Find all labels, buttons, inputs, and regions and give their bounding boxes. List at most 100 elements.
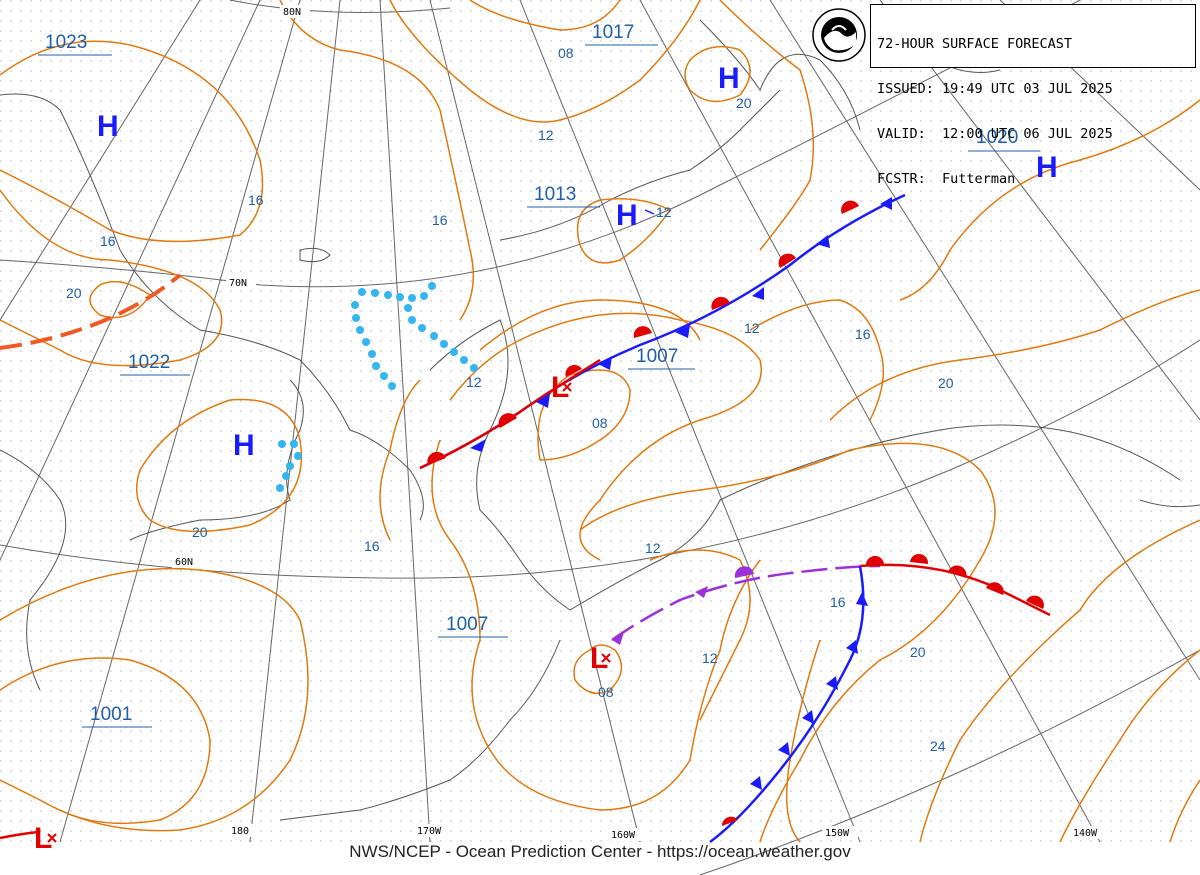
- isobar-label: 20: [192, 524, 208, 540]
- isobar: [389, 0, 701, 123]
- issued-row: ISSUED: 19:49 UTC 03 JUL 2025: [877, 82, 1189, 97]
- alaska-west-coast: [429, 319, 571, 611]
- meridian-160e: [0, 0, 261, 561]
- isobar-label: 12: [466, 374, 482, 390]
- isobar-label: 16: [830, 594, 846, 610]
- pressure-values: 1023 1017 1020 1013 1007 1022 1007 1001: [38, 22, 1040, 728]
- isobar: [279, 0, 475, 321]
- low-symbol: L: [551, 371, 569, 404]
- isobar-label: 12: [656, 204, 672, 220]
- isobar-label: 12: [702, 650, 718, 666]
- chukotka-coast: [129, 379, 304, 541]
- isobar: [749, 299, 885, 421]
- isobar-label: 20: [938, 375, 954, 391]
- isobar: [919, 519, 1200, 843]
- valid-label: VALID:: [877, 126, 926, 142]
- kamchatka-coast: [0, 449, 67, 691]
- pressure-value: 1001: [90, 704, 132, 725]
- forecaster-label: FCSTR:: [877, 171, 926, 187]
- alaska-south-coast: [569, 424, 1181, 611]
- valid-row: VALID: 12:00 UTC 06 JUL 2025: [877, 127, 1189, 142]
- isobar-label: 24: [930, 738, 946, 754]
- isobar: [649, 549, 751, 721]
- noaa-logo-icon: [812, 8, 866, 62]
- st-lawrence-island: [299, 247, 331, 263]
- issued-time: 19:49 UTC 03 JUL 2025: [942, 81, 1113, 97]
- lat-label: 70N: [229, 278, 247, 289]
- meridian-120w: [879, 0, 1200, 421]
- isobar: [579, 442, 996, 843]
- low-symbol: L: [590, 642, 608, 675]
- lat-label: 80N: [283, 7, 301, 18]
- isobar: [1169, 779, 1200, 843]
- pressure-symbols: H H H H H L L L: [34, 62, 1058, 855]
- isobar-label: 20: [736, 95, 752, 111]
- isobar-label: 16: [248, 192, 264, 208]
- isobar: [469, 0, 621, 31]
- latitude-80n: [229, 0, 451, 13]
- aleutian-chain: [279, 639, 561, 821]
- isobar: [899, 99, 1200, 301]
- meridian-170w: [379, 0, 431, 843]
- isobar-label: 12: [645, 540, 661, 556]
- isobar: [684, 45, 751, 103]
- isobar: [719, 0, 815, 251]
- forecaster-row: FCSTR: Futterman: [877, 172, 1189, 187]
- meridian-170e: [59, 0, 301, 843]
- isobar-label: 20: [910, 644, 926, 660]
- isobar: [479, 299, 701, 351]
- lon-label: 140W: [1073, 828, 1098, 839]
- pressure-value: 1013: [534, 184, 576, 205]
- isobar: [379, 379, 421, 541]
- pressure-value: 1007: [446, 614, 488, 635]
- lat-label: 60N: [175, 557, 193, 568]
- isobar: [431, 439, 761, 811]
- isobar: [785, 639, 821, 843]
- isobars: [0, 0, 1200, 843]
- high-symbol: H: [97, 110, 119, 143]
- footer-credit: NWS/NCEP - Ocean Prediction Center - htt…: [349, 842, 851, 861]
- isobar: [89, 280, 151, 319]
- arctic-front-system: [419, 193, 906, 470]
- high-center-mark: [644, 209, 655, 215]
- isobar-label: 20: [66, 285, 82, 301]
- lon-label: 160W: [611, 830, 636, 841]
- meridian-130w: [769, 0, 1200, 681]
- ridge-axis: [0, 273, 182, 350]
- isobar-label: 16: [432, 212, 448, 228]
- isobar: [449, 312, 762, 561]
- greenland-edge: [1139, 499, 1200, 508]
- isobar: [573, 644, 623, 695]
- isobar: [0, 657, 211, 825]
- isobar-label: 16: [364, 538, 380, 554]
- lon-label: 150W: [825, 828, 850, 839]
- lon-label: 170W: [417, 826, 442, 837]
- troughs: [276, 282, 478, 492]
- isobar-label: 08: [598, 684, 614, 700]
- gulf-front-system: [611, 553, 1051, 844]
- valid-time: 12:00 UTC 06 JUL 2025: [942, 126, 1113, 142]
- isobar: [829, 289, 1200, 421]
- meridian-160w: [429, 0, 641, 843]
- high-symbol: H: [616, 199, 638, 232]
- pressure-value: 1023: [45, 32, 87, 53]
- high-symbol: H: [1036, 151, 1058, 184]
- isobar: [135, 398, 303, 533]
- isobar-label: 16: [855, 326, 871, 342]
- meridian-150e: [0, 0, 201, 321]
- isobar-label: 08: [592, 415, 608, 431]
- isobar-label: 16: [100, 233, 116, 249]
- forecast-info-box: 72-HOUR SURFACE FORECAST ISSUED: 19:49 U…: [870, 4, 1196, 187]
- latitude-50n: [699, 649, 1200, 875]
- high-symbol: H: [233, 429, 255, 462]
- alaska-north-coast: [499, 89, 781, 241]
- isobar-label: 12: [744, 320, 760, 336]
- pressure-value: 1022: [128, 352, 170, 373]
- low-symbol: L: [34, 822, 52, 855]
- pressure-value: 1017: [592, 22, 634, 43]
- meridian-150w: [519, 0, 861, 843]
- isobar: [0, 189, 223, 367]
- latitude-70n: [0, 0, 1081, 288]
- isobar: [0, 40, 264, 243]
